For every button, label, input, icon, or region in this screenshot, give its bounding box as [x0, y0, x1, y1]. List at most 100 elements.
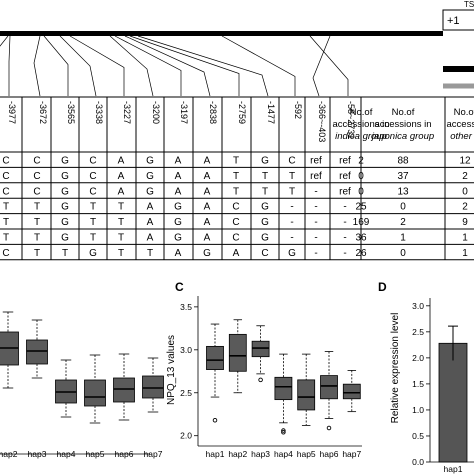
allele-cell: G: [61, 202, 69, 213]
y-tick-label: 2.0: [180, 431, 192, 441]
allele-cell: -: [290, 217, 293, 228]
group-header-line: accessions in: [374, 119, 431, 130]
count-cell: 88: [397, 156, 409, 167]
x-tick-label: hap4: [274, 449, 293, 459]
y-tick-label: 2.0: [412, 353, 424, 363]
allele-cell: T: [233, 186, 239, 197]
allele-cell: G: [261, 156, 269, 167]
allele-cell: ref: [310, 156, 322, 167]
position-header: -592: [293, 101, 303, 119]
group-header-line: accessio: [447, 119, 474, 130]
allele-cell: A: [118, 186, 125, 197]
allele-cell: T: [90, 217, 96, 228]
allele-cell: G: [203, 248, 211, 259]
y-tick-label: 1.5: [412, 379, 424, 389]
allele-cell: G: [61, 233, 69, 244]
connector-line: [309, 35, 349, 96]
position-header: -366~-403: [317, 101, 327, 142]
box-hap4: [274, 376, 293, 401]
allele-cell: A: [175, 156, 182, 167]
allele-cell: C: [2, 171, 9, 182]
count-cell: 0: [400, 202, 406, 213]
allele-cell: T: [118, 233, 124, 244]
box-hap7: [342, 383, 361, 400]
allele-cell: C: [33, 171, 40, 182]
y-tick-label: 3.0: [412, 301, 424, 311]
panel-d-barchart: D 0.0 0.5 1.0 1.5 2.0 2.5 3.0 Relative expressi…: [378, 280, 474, 474]
count-cell: 2: [462, 202, 468, 213]
x-tick-label: hap1: [444, 464, 463, 474]
connector-line: [114, 35, 182, 96]
count-cell: 13: [397, 186, 409, 197]
x-tick-label: hap2: [228, 449, 247, 459]
allele-cell: G: [146, 186, 154, 197]
y-axis-label: NPQ_13 values: [166, 335, 177, 405]
panel-d-label: D: [378, 280, 387, 294]
position-header: -2759: [237, 101, 247, 124]
count-cell: 0: [358, 186, 364, 197]
position-header: -3197: [179, 101, 189, 124]
connector-line: [109, 35, 154, 97]
allele-cell: A: [147, 202, 154, 213]
bar-hap1: [438, 342, 468, 463]
count-cell: 2: [358, 156, 364, 167]
count-cell: 1: [400, 233, 406, 244]
allele-cell: A: [204, 217, 211, 228]
outlier-point: [212, 417, 218, 423]
outlier-point: [326, 425, 332, 431]
x-tick-label: hap7: [342, 449, 361, 459]
y-tick-label: 1.0: [412, 405, 424, 415]
allele-cell: G: [174, 202, 182, 213]
allele-cell: T: [289, 186, 295, 197]
y-tick-label: 3.5: [180, 302, 192, 312]
allele-cell: T: [3, 217, 9, 228]
x-tick-label: hap4: [57, 449, 76, 459]
group-header-line: No.of: [350, 107, 373, 118]
outlier-point: [281, 428, 286, 433]
allele-cell: T: [233, 171, 239, 182]
allele-cell: -: [314, 248, 317, 259]
x-tick-label: hap5: [86, 449, 105, 459]
x-tick-label: hap3: [28, 449, 47, 459]
position-header: -3977: [7, 101, 17, 124]
allele-cell: -: [343, 248, 346, 259]
count-cell: 0: [462, 186, 468, 197]
allele-cell: T: [34, 217, 40, 228]
count-cell: 2: [400, 217, 406, 228]
allele-cell: C: [232, 202, 239, 213]
plus-one-label: +1: [447, 15, 460, 27]
position-header: -3338: [94, 101, 104, 124]
position-header: -3227: [122, 101, 132, 124]
haplotype-table: -3977 -3672 -3565 -3338 -3227 -3200 -3197 -2838…: [0, 96, 474, 261]
connector-line: [137, 35, 269, 97]
count-cell: 25: [355, 202, 367, 213]
box-hap5: [297, 379, 316, 411]
allele-cell: A: [175, 248, 182, 259]
position-header: -2838: [208, 101, 218, 124]
group-header-line: accessions in: [332, 119, 389, 130]
allele-cell: T: [3, 233, 9, 244]
count-cell: 37: [397, 171, 409, 182]
panel-b-boxplot: hap2 hap3 hap4 hap5 hap6 hap7: [0, 311, 164, 459]
allele-cell: T: [90, 202, 96, 213]
position-header: -1477: [266, 101, 276, 124]
box-hap2: [228, 333, 247, 372]
x-tick-label: hap3: [251, 449, 270, 459]
allele-cell: G: [288, 248, 296, 259]
allele-cell: G: [61, 156, 69, 167]
group-header-line: No.of: [454, 107, 474, 118]
box-hap1: [206, 345, 224, 370]
tss-label: TS: [464, 0, 474, 9]
allele-cell: G: [261, 233, 269, 244]
allele-cell: G: [174, 217, 182, 228]
position-header: -3565: [66, 101, 76, 124]
allele-cell: -: [314, 233, 317, 244]
box-hap6: [113, 377, 135, 403]
allele-cell: -: [343, 202, 346, 213]
allele-cell: A: [204, 233, 211, 244]
allele-cell: T: [233, 156, 239, 167]
x-tick-label: hap6: [320, 449, 339, 459]
allele-cell: T: [118, 217, 124, 228]
allele-cell: ref: [310, 171, 322, 182]
